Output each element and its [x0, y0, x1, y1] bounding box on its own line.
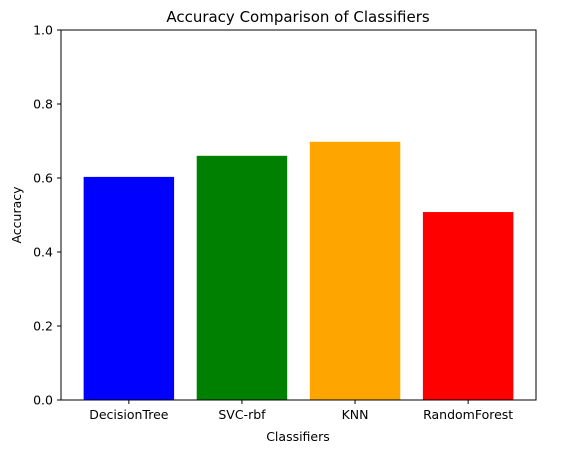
y-tick-label: 0.0: [33, 393, 53, 408]
y-axis-label: Accuracy: [9, 186, 24, 244]
y-tick-label: 0.2: [33, 319, 53, 334]
x-tick-label: RandomForest: [423, 407, 513, 422]
y-ticks-group: 0.0 0.2 0.4 0.6 0.8 1.0: [33, 23, 61, 408]
plot-frame: [60, 29, 537, 401]
y-tick-label: 0.8: [33, 97, 53, 112]
bars-group: [83, 141, 514, 401]
x-tick-label: KNN: [342, 407, 369, 422]
y-tick-label: 0.6: [33, 171, 53, 186]
y-tick-label: 0.4: [33, 245, 53, 260]
bar-svc-rbf: [196, 155, 288, 400]
x-ticks-group: DecisionTree SVC-rbf KNN RandomForest: [89, 400, 513, 422]
x-tick-label: SVC-rbf: [218, 407, 266, 422]
bar-knn: [309, 141, 401, 401]
bar-randomforest: [422, 212, 514, 400]
chart-title: Accuracy Comparison of Classifiers: [166, 8, 430, 26]
x-axis-label: Classifiers: [266, 429, 330, 444]
x-tick-label: DecisionTree: [89, 407, 169, 422]
y-tick-label: 1.0: [33, 23, 53, 38]
bar-decisiontree: [83, 176, 175, 400]
